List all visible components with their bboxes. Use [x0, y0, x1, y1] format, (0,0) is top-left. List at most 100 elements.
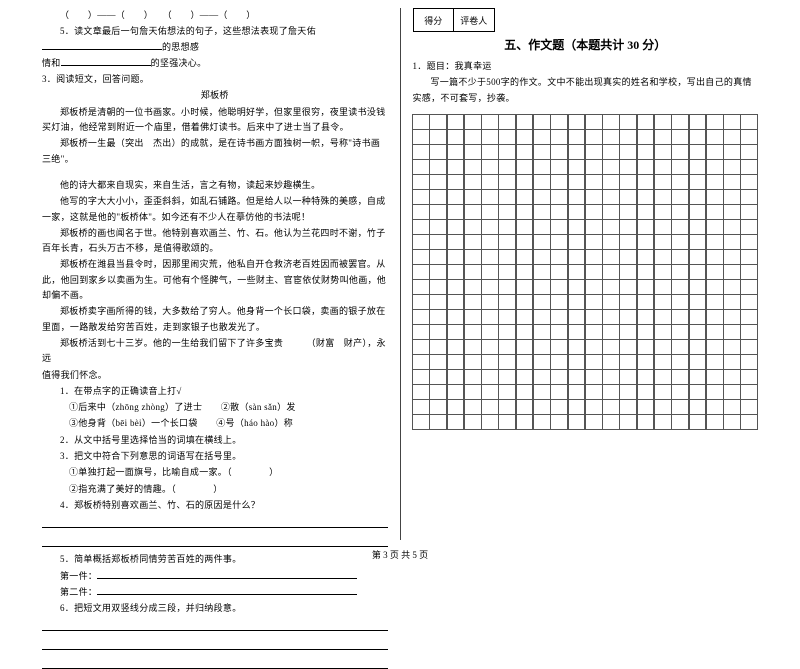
essay-cell	[602, 384, 620, 400]
essay-cell	[637, 174, 655, 190]
essay-cell	[498, 204, 516, 220]
essay-cell	[619, 279, 637, 295]
essay-cell	[619, 324, 637, 340]
essay-cell	[723, 294, 741, 310]
essay-cell	[498, 294, 516, 310]
essay-row	[413, 160, 759, 175]
essay-cell	[412, 234, 430, 250]
essay-cell	[619, 354, 637, 370]
essay-cell	[516, 384, 534, 400]
essay-cell	[723, 279, 741, 295]
q5a-label: 第一件：	[60, 571, 97, 581]
essay-cell	[447, 279, 465, 295]
essay-cell	[619, 294, 637, 310]
essay-cell	[654, 114, 672, 130]
essay-cell	[723, 159, 741, 175]
essay-cell	[602, 294, 620, 310]
essay-cell	[671, 369, 689, 385]
essay-cell	[723, 144, 741, 160]
essay-cell	[516, 414, 534, 430]
essay-row	[413, 295, 759, 310]
q4: 4．郑板桥特别喜欢画兰、竹、石的原因是什么？	[42, 498, 388, 513]
essay-cell	[429, 384, 447, 400]
essay-cell	[689, 219, 707, 235]
essay-cell	[723, 354, 741, 370]
essay-cell	[516, 234, 534, 250]
q1a: ①后来中（zhōng zhòng）了进士 ②散（sàn sǎn）发	[42, 400, 388, 415]
essay-cell	[447, 414, 465, 430]
essay-cell	[550, 219, 568, 235]
essay-cell	[689, 309, 707, 325]
essay-cell	[498, 219, 516, 235]
essay-cell	[464, 159, 482, 175]
essay-cell	[723, 129, 741, 145]
essay-cell	[740, 159, 758, 175]
essay-cell	[481, 129, 499, 145]
essay-cell	[550, 234, 568, 250]
essay-cell	[619, 399, 637, 415]
essay-cell	[723, 309, 741, 325]
essay-row	[413, 355, 759, 370]
essay-cell	[585, 414, 603, 430]
essay-cell	[602, 354, 620, 370]
essay-cell	[516, 339, 534, 355]
essay-row	[413, 115, 759, 130]
essay-cell	[464, 354, 482, 370]
essay-cell	[412, 279, 430, 295]
essay-cell	[533, 384, 551, 400]
essay-cell	[447, 339, 465, 355]
essay-cell	[602, 129, 620, 145]
essay-cell	[516, 174, 534, 190]
essay-cell	[637, 339, 655, 355]
essay-cell	[568, 219, 586, 235]
essay-cell	[412, 204, 430, 220]
essay-cell	[550, 399, 568, 415]
essay-cell	[706, 369, 724, 385]
essay-cell	[533, 339, 551, 355]
essay-cell	[637, 129, 655, 145]
essay-cell	[602, 189, 620, 205]
essay-cell	[671, 309, 689, 325]
essay-cell	[619, 339, 637, 355]
essay-row	[413, 415, 759, 430]
essay-cell	[689, 414, 707, 430]
essay-cell	[585, 114, 603, 130]
left-column: （ ）——（ ） （ ）——（ ） 5．读文章最后一句詹天佑想法的句子，这些想法…	[30, 8, 401, 540]
essay-cell	[412, 324, 430, 340]
essay-cell	[412, 354, 430, 370]
essay-cell	[533, 324, 551, 340]
essay-prompt-2: 写一篇不少于500字的作文。文中不能出现真实的姓名和学校，写出自己的真情实感，不…	[413, 75, 759, 106]
essay-cell	[533, 249, 551, 265]
essay-cell	[447, 384, 465, 400]
essay-cell	[533, 279, 551, 295]
q5-text-c: 情和	[42, 58, 61, 68]
essay-cell	[550, 159, 568, 175]
essay-cell	[412, 144, 430, 160]
right-column: 得分 评卷人 五、作文题（本题共计 30 分） 1．题目：我真幸运 写一篇不少于…	[401, 8, 771, 540]
essay-row	[413, 370, 759, 385]
essay-cell	[568, 279, 586, 295]
essay-cell	[568, 369, 586, 385]
essay-cell	[533, 219, 551, 235]
essay-cell	[619, 204, 637, 220]
essay-cell	[671, 249, 689, 265]
essay-cell	[740, 114, 758, 130]
essay-cell	[568, 114, 586, 130]
essay-cell	[654, 234, 672, 250]
essay-cell	[689, 159, 707, 175]
essay-cell	[671, 414, 689, 430]
essay-cell	[740, 339, 758, 355]
essay-row	[413, 340, 759, 355]
essay-cell	[585, 339, 603, 355]
essay-cell	[412, 189, 430, 205]
essay-cell	[464, 174, 482, 190]
essay-row	[413, 385, 759, 400]
blank	[61, 56, 151, 66]
essay-cell	[464, 249, 482, 265]
essay-cell	[447, 354, 465, 370]
essay-cell	[481, 369, 499, 385]
essay-cell	[429, 324, 447, 340]
essay-cell	[671, 204, 689, 220]
essay-cell	[637, 294, 655, 310]
blank	[97, 569, 357, 579]
